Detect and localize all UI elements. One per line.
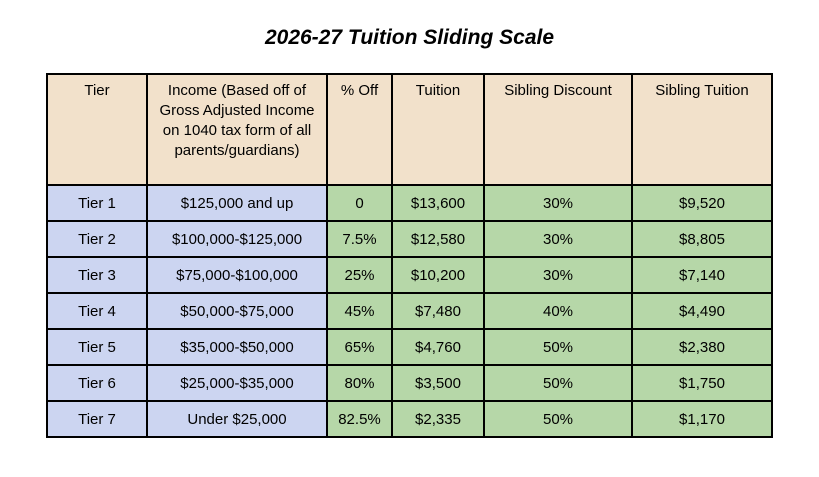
cell-tier: Tier 4 <box>46 292 148 330</box>
table-row-tier-3: Tier 3 $75,000-$100,000 25% $10,200 30% … <box>46 256 773 294</box>
cell-income: Under $25,000 <box>146 400 328 438</box>
cell-sibling-discount: 50% <box>483 400 633 438</box>
table-row-tier-5: Tier 5 $35,000-$50,000 65% $4,760 50% $2… <box>46 328 773 366</box>
table-row-tier-1: Tier 1 $125,000 and up 0 $13,600 30% $9,… <box>46 184 773 222</box>
cell-sibling-tuition: $1,750 <box>631 364 773 402</box>
cell-pct-off: 45% <box>326 292 393 330</box>
cell-income: $125,000 and up <box>146 184 328 222</box>
col-header-income: Income (Based off of Gross Adjusted Inco… <box>146 73 328 186</box>
cell-sibling-tuition: $4,490 <box>631 292 773 330</box>
cell-income: $75,000-$100,000 <box>146 256 328 294</box>
table-row-tier-4: Tier 4 $50,000-$75,000 45% $7,480 40% $4… <box>46 292 773 330</box>
col-header-tier: Tier <box>46 73 148 186</box>
cell-pct-off: 65% <box>326 328 393 366</box>
cell-pct-off: 7.5% <box>326 220 393 258</box>
cell-tier: Tier 6 <box>46 364 148 402</box>
cell-tier: Tier 5 <box>46 328 148 366</box>
table-row-tier-2: Tier 2 $100,000-$125,000 7.5% $12,580 30… <box>46 220 773 258</box>
cell-tuition: $3,500 <box>391 364 485 402</box>
cell-tier: Tier 7 <box>46 400 148 438</box>
cell-sibling-discount: 50% <box>483 364 633 402</box>
cell-sibling-tuition: $1,170 <box>631 400 773 438</box>
col-header-sibling-discount: Sibling Discount <box>483 73 633 186</box>
cell-pct-off: 0 <box>326 184 393 222</box>
cell-tuition: $12,580 <box>391 220 485 258</box>
cell-sibling-discount: 50% <box>483 328 633 366</box>
cell-sibling-tuition: $8,805 <box>631 220 773 258</box>
page-title: 2026-27 Tuition Sliding Scale <box>264 26 555 49</box>
cell-tuition: $4,760 <box>391 328 485 366</box>
cell-income: $50,000-$75,000 <box>146 292 328 330</box>
cell-sibling-tuition: $9,520 <box>631 184 773 222</box>
cell-income: $25,000-$35,000 <box>146 364 328 402</box>
tuition-sliding-scale-table: Tier Income (Based off of Gross Adjusted… <box>46 73 773 438</box>
table-row-tier-6: Tier 6 $25,000-$35,000 80% $3,500 50% $1… <box>46 364 773 402</box>
cell-sibling-tuition: $7,140 <box>631 256 773 294</box>
cell-pct-off: 82.5% <box>326 400 393 438</box>
cell-tuition: $10,200 <box>391 256 485 294</box>
col-header-tuition: Tuition <box>391 73 485 186</box>
cell-sibling-discount: 30% <box>483 256 633 294</box>
cell-sibling-tuition: $2,380 <box>631 328 773 366</box>
cell-income: $100,000-$125,000 <box>146 220 328 258</box>
cell-tuition: $7,480 <box>391 292 485 330</box>
cell-sibling-discount: 30% <box>483 220 633 258</box>
col-header-pct-off: % Off <box>326 73 393 186</box>
cell-tier: Tier 2 <box>46 220 148 258</box>
col-header-sibling-tuition: Sibling Tuition <box>631 73 773 186</box>
cell-income: $35,000-$50,000 <box>146 328 328 366</box>
cell-sibling-discount: 30% <box>483 184 633 222</box>
cell-tuition: $13,600 <box>391 184 485 222</box>
header-row: Tier Income (Based off of Gross Adjusted… <box>46 73 773 186</box>
cell-tuition: $2,335 <box>391 400 485 438</box>
table-row-tier-7: Tier 7 Under $25,000 82.5% $2,335 50% $1… <box>46 400 773 438</box>
cell-sibling-discount: 40% <box>483 292 633 330</box>
cell-pct-off: 25% <box>326 256 393 294</box>
cell-tier: Tier 3 <box>46 256 148 294</box>
cell-tier: Tier 1 <box>46 184 148 222</box>
cell-pct-off: 80% <box>326 364 393 402</box>
